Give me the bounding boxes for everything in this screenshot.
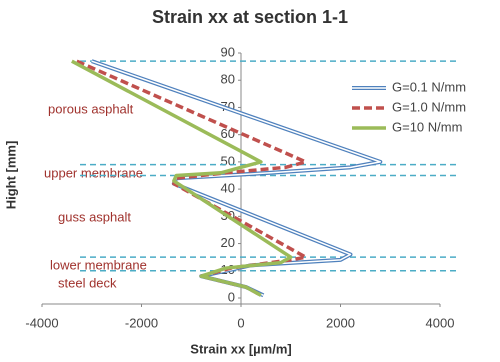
annotation: lower membrane xyxy=(50,257,147,272)
legend-label: G=1.0 N/mm xyxy=(392,99,466,114)
annotation: steel deck xyxy=(58,275,117,290)
x-tick-label: 4000 xyxy=(426,315,455,330)
x-tick-label: 0 xyxy=(237,315,244,330)
series-line xyxy=(71,59,293,297)
chart-title: Strain xx at section 1-1 xyxy=(152,7,348,27)
legend-label: G=10 N/mm xyxy=(392,119,462,134)
y-tick-label: 20 xyxy=(221,235,235,250)
y-tick-label: 0 xyxy=(228,289,235,304)
x-tick-label: 2000 xyxy=(326,315,355,330)
y-tick-label: 80 xyxy=(221,72,235,87)
annotation: upper membrane xyxy=(44,165,143,180)
annotation: guss asphalt xyxy=(58,209,131,224)
x-tick-label: -2000 xyxy=(125,315,158,330)
legend-label: G=0.1 N/mm xyxy=(392,79,466,94)
x-tick-label: -4000 xyxy=(25,315,58,330)
y-tick-label: 50 xyxy=(221,153,235,168)
x-axis-label: Strain xx [µm/m] xyxy=(190,341,291,356)
y-axis-label: Hight [mm] xyxy=(3,141,18,210)
annotation: porous asphalt xyxy=(48,101,134,116)
y-tick-label: 40 xyxy=(221,181,235,196)
y-tick-label: 90 xyxy=(221,44,235,59)
